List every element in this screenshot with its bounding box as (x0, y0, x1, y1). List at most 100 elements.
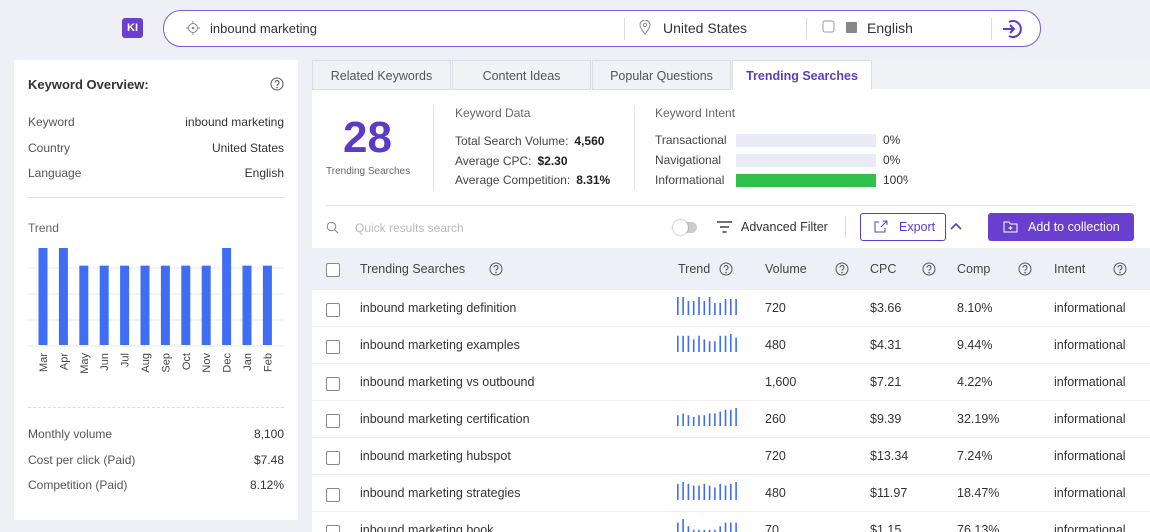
spark-bar (735, 522, 737, 532)
intent-value: 100% (883, 173, 908, 187)
spark-bar (719, 303, 721, 315)
cell-cpc: $4.31 (870, 338, 902, 352)
cell-volume: 1,600 (765, 375, 797, 389)
location-icon (639, 20, 651, 35)
logo[interactable]: KI (122, 18, 143, 38)
column-header[interactable]: Comp (957, 262, 991, 276)
toggle[interactable] (673, 220, 697, 235)
search-icon (326, 221, 339, 234)
language-icon (822, 20, 857, 33)
add-button[interactable] (988, 213, 1134, 241)
cell-volume: 70 (765, 523, 779, 532)
checkbox[interactable] (326, 488, 340, 502)
checkbox[interactable] (326, 451, 340, 465)
export-label[interactable]: Export (899, 220, 936, 234)
help-icon[interactable] (489, 262, 503, 276)
column-header[interactable]: Volume (765, 262, 807, 276)
tab[interactable]: Related Keywords (312, 60, 451, 90)
keyword[interactable]: inbound marketing certification (360, 412, 530, 426)
help-icon[interactable] (1018, 262, 1032, 276)
checkbox[interactable] (326, 414, 340, 428)
column-header[interactable]: Intent (1054, 262, 1086, 276)
export-icon (874, 220, 888, 233)
metric-value: 8,100 (253, 427, 284, 441)
trend-count-label: Trending Searches (326, 166, 411, 177)
cell-cpc: $9.39 (870, 412, 902, 426)
checkbox[interactable] (326, 525, 340, 532)
spark-bar (698, 297, 700, 315)
trend-bar (181, 265, 191, 345)
overview-value: United States (211, 140, 284, 155)
help-icon[interactable] (835, 262, 849, 276)
help-icon[interactable] (922, 262, 936, 276)
sparkline (677, 408, 737, 426)
advanced-filter[interactable]: Advanced Filter (741, 220, 828, 234)
checkbox[interactable] (326, 377, 340, 391)
help-icon[interactable] (1113, 262, 1127, 276)
kd-label: Average CPC: (455, 153, 532, 168)
keyword[interactable]: inbound marketing vs outbound (360, 375, 535, 389)
month-label: May (79, 353, 91, 374)
spark-bar (677, 297, 679, 315)
column-header[interactable]: Trending Searches (360, 262, 466, 276)
spark-bar (708, 529, 711, 532)
spark-bar (714, 487, 716, 500)
month-label: Feb (262, 353, 274, 372)
cell-comp: 76.13% (957, 523, 1000, 532)
divider (806, 18, 807, 40)
column-header[interactable]: Trend (678, 262, 711, 276)
keyword[interactable]: inbound marketing examples (360, 338, 520, 352)
spark-bar (730, 522, 732, 532)
divider (28, 197, 284, 198)
checkbox[interactable] (326, 340, 340, 354)
add-label[interactable]: Add to collection (1028, 220, 1120, 234)
overview-value: inbound marketing (185, 115, 284, 129)
spark-bar (724, 335, 727, 352)
export-button[interactable] (860, 213, 946, 241)
spark-bar (692, 529, 695, 532)
sparkline (677, 482, 737, 500)
intent-track (736, 154, 876, 167)
help-icon[interactable] (270, 77, 284, 91)
trend-bar (99, 265, 109, 345)
search-query[interactable]: inbound marketing (210, 21, 317, 36)
cell-intent: informational (1054, 523, 1126, 532)
spark-bar (719, 483, 721, 500)
spark-bar (677, 335, 679, 352)
divider (28, 407, 284, 408)
keyword-data-row: Total Search Volume: 4,560 (455, 134, 604, 148)
language[interactable]: English (867, 20, 913, 36)
row-divider (312, 437, 1150, 438)
spark-bar (724, 485, 727, 500)
intent-label: Informational (655, 173, 725, 187)
location[interactable]: United States (663, 20, 748, 36)
keyword[interactable]: inbound marketing hubspot (360, 449, 511, 463)
go-button[interactable] (1001, 18, 1023, 40)
tab[interactable]: Content Ideas (452, 60, 591, 90)
keyword-data-title: Keyword Data (455, 106, 531, 120)
folder-icon (1003, 221, 1018, 233)
column-header[interactable]: CPC (870, 262, 897, 276)
trend-bar (160, 265, 170, 345)
overview-title: Keyword Overview: (28, 77, 149, 92)
spark-bar (692, 485, 695, 500)
quick-search[interactable]: Quick results search (355, 221, 464, 235)
keyword-data-row: Average CPC: $2.30 (455, 154, 568, 168)
keyword[interactable]: inbound marketing strategies (360, 486, 521, 500)
tab[interactable]: Trending Searches (732, 60, 872, 90)
cell-cpc: $7.21 (870, 375, 902, 389)
spark-bar (735, 337, 737, 352)
intent-track (736, 134, 876, 147)
spark-bar (708, 485, 711, 500)
tab-bar (312, 60, 1150, 90)
tab[interactable]: Popular Questions (592, 60, 731, 90)
cell-comp: 18.47% (957, 486, 1000, 500)
help-icon[interactable] (719, 262, 733, 276)
spark-bar (698, 335, 700, 352)
checkbox[interactable] (326, 263, 340, 277)
keyword[interactable]: inbound marketing book (360, 523, 494, 532)
trend-bar (262, 265, 272, 345)
checkbox[interactable] (326, 303, 340, 317)
cell-cpc: $1.15 (870, 523, 902, 532)
keyword[interactable]: inbound marketing definition (360, 301, 517, 315)
